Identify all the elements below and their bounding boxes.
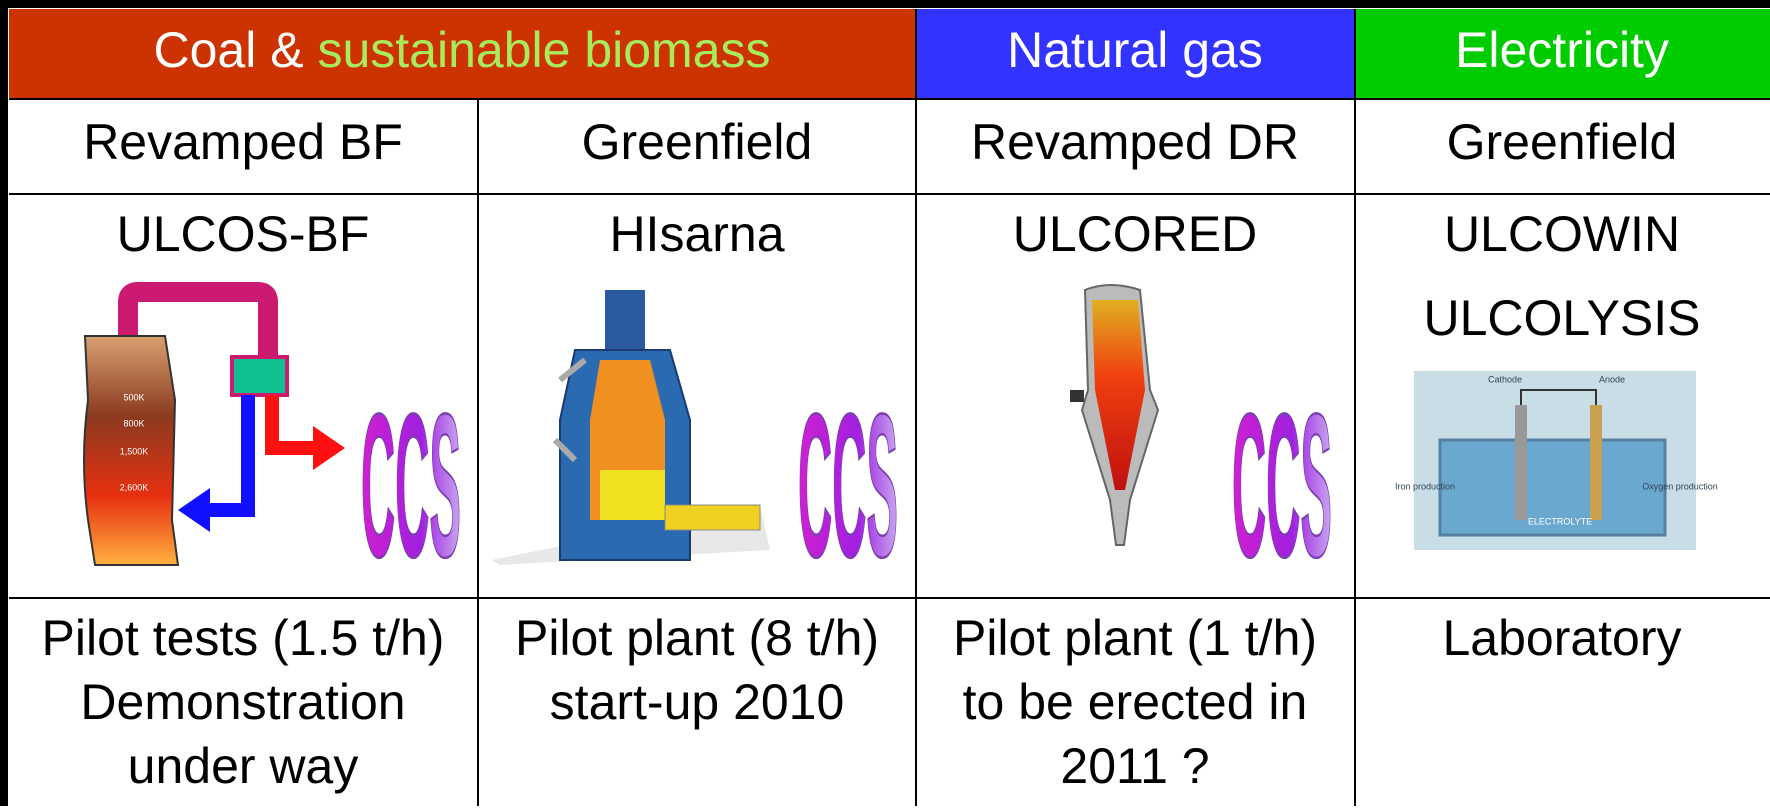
header-gas [916, 9, 1355, 99]
header-electricity [1355, 9, 1770, 99]
figure-label: Oxygen production [1642, 481, 1718, 491]
process-name: ULCOS-BF [117, 206, 370, 262]
blast-furnace-illustration: 500K 800K 1,500K 2,600K [83, 282, 345, 566]
subtitle: Revamped BF [83, 114, 403, 170]
status-line: to be erected in [963, 674, 1308, 730]
status-line: Demonstration [80, 674, 405, 730]
figure-label: Iron production [1395, 481, 1455, 491]
ccs-label: CCS [1232, 373, 1332, 600]
status-line: Pilot tests (1.5 t/h) [42, 610, 445, 666]
status-line: start-up 2010 [550, 674, 845, 730]
figure-label: Anode [1599, 374, 1625, 384]
electrolysis-illustration: Cathode Anode Iron production Oxygen pro… [1395, 371, 1718, 550]
header-highlight: sustainable biomass [317, 22, 770, 78]
subtitle: Greenfield [1447, 114, 1678, 170]
figure-label: 2,600K [120, 482, 149, 492]
hisarna-illustration [492, 290, 770, 565]
figure-label: ELECTROLYTE [1528, 516, 1592, 526]
process-name: ULCOLYSIS [1424, 290, 1701, 346]
ulcored-illustration [1070, 284, 1160, 546]
process-name: HIsarna [609, 206, 784, 262]
subtitle: Greenfield [582, 114, 813, 170]
ccs-label: CCS [361, 373, 461, 600]
status-line: Pilot plant (8 t/h) [515, 610, 879, 666]
status-line: Laboratory [1442, 610, 1681, 666]
figure-label: 800K [123, 418, 144, 428]
figure-label: 1,500K [120, 446, 149, 456]
status-line: Pilot plant (1 t/h) [953, 610, 1317, 666]
status-line: 2011 ? [1060, 738, 1209, 794]
ccs-label: CCS [798, 373, 898, 600]
status-line: under way [128, 738, 359, 794]
subtitle: Revamped DR [971, 114, 1299, 170]
figure-label: 500K [123, 392, 144, 402]
header-label: Electricity [1455, 22, 1669, 78]
grid [9, 9, 1770, 806]
header-group: Coal & sustainable biomass [154, 22, 771, 78]
header-label: Natural gas [1007, 22, 1263, 78]
header-coal [9, 9, 916, 99]
figure-label: Cathode [1488, 374, 1522, 384]
process-name: ULCOWIN [1444, 206, 1680, 262]
header-label: Coal & [154, 22, 318, 78]
process-name: ULCORED [1013, 206, 1257, 262]
